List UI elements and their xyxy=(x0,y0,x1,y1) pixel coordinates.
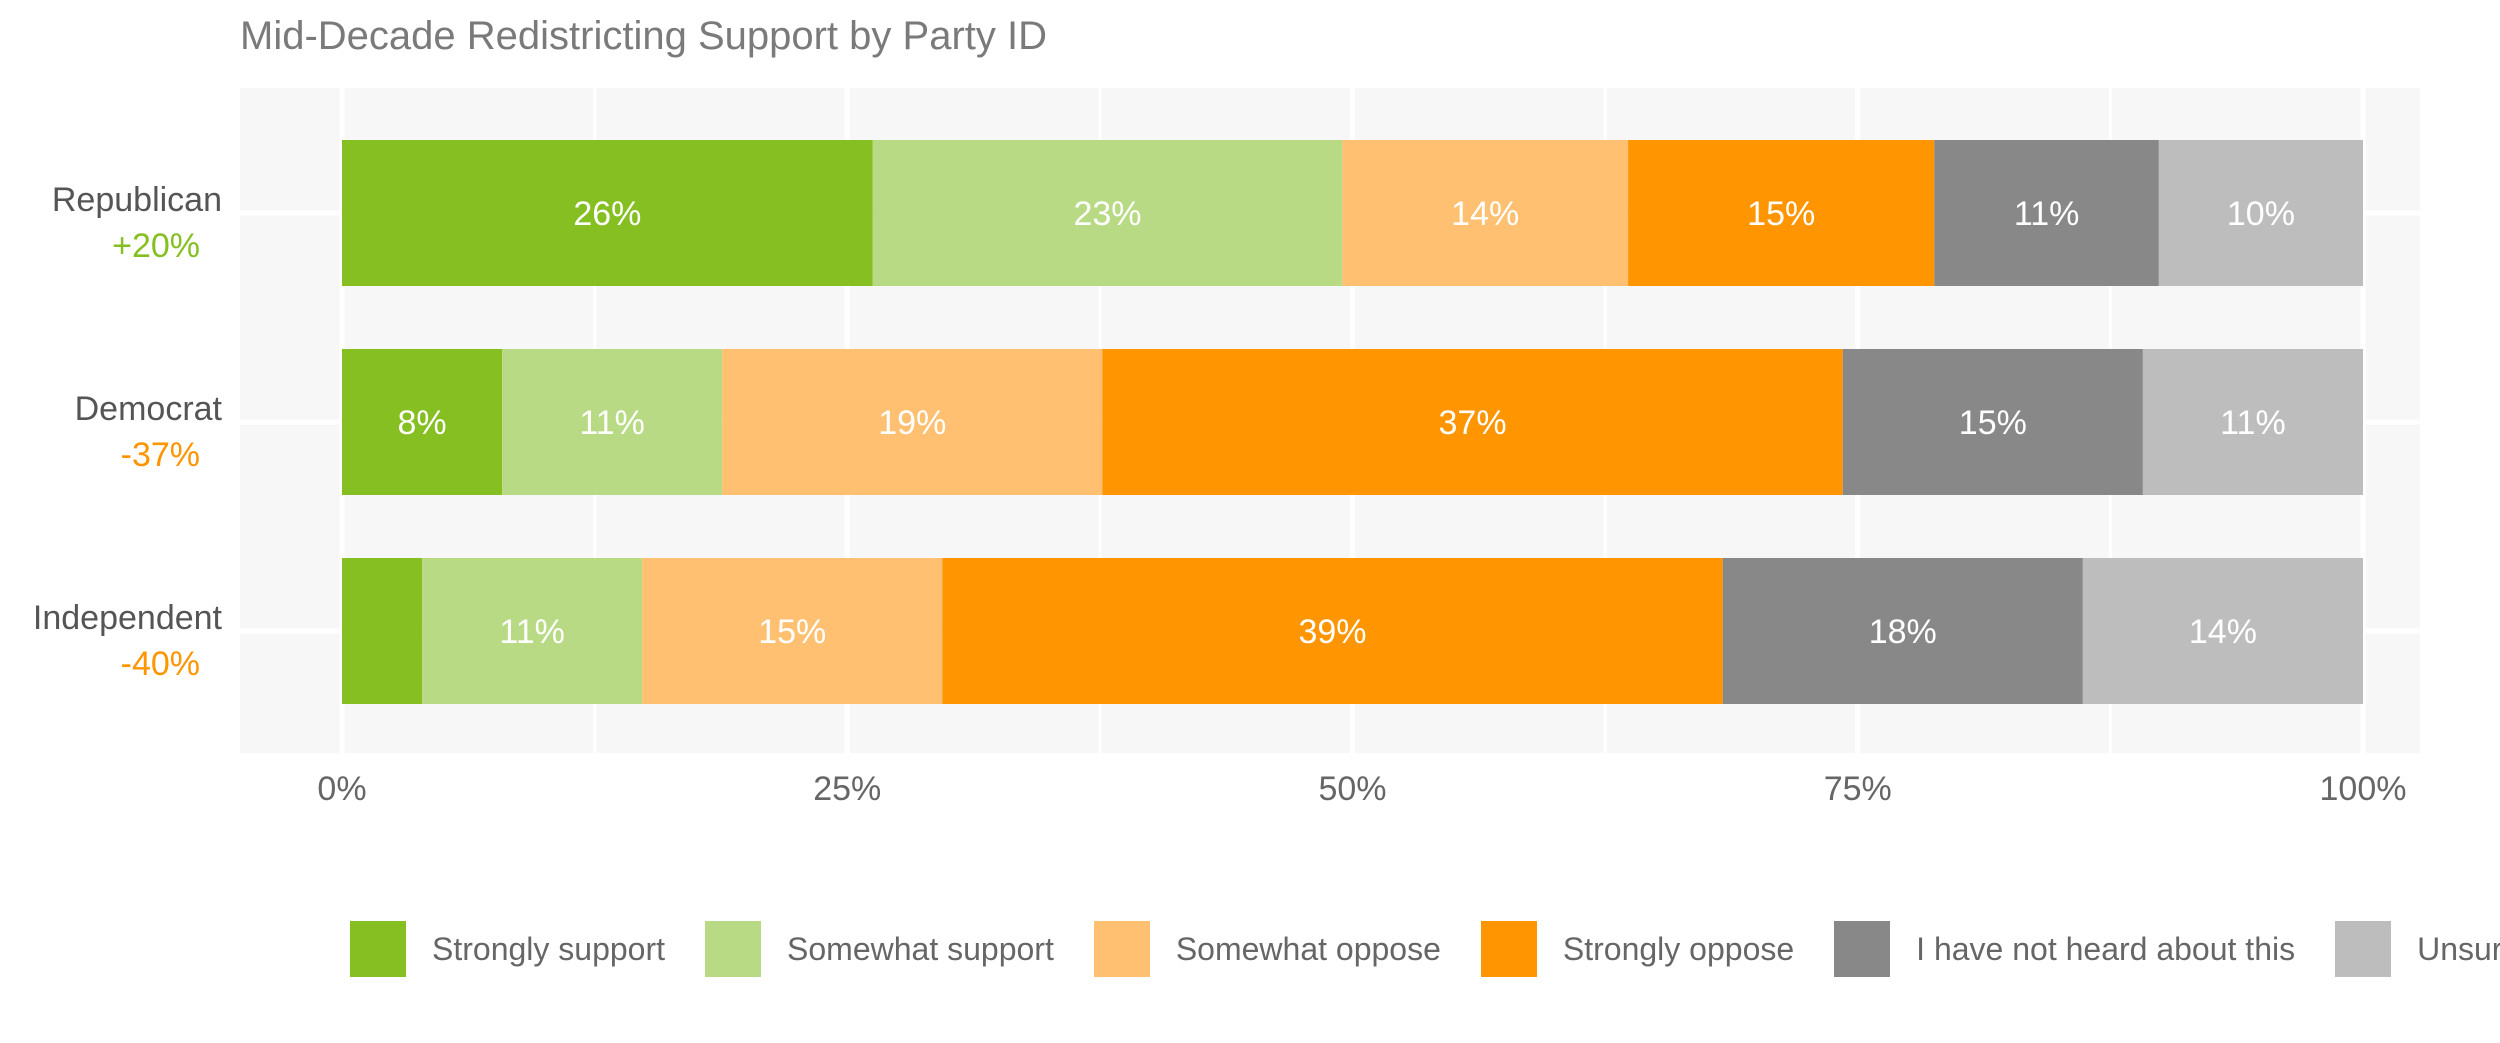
data-label: 39% xyxy=(1298,613,1366,651)
bar-segment xyxy=(2142,349,2363,495)
data-label: 18% xyxy=(1869,613,1937,651)
legend-label: I have not heard about this xyxy=(1916,930,2296,967)
legend-swatch xyxy=(350,921,406,977)
category-label: Democrat xyxy=(75,390,223,428)
bar-segment xyxy=(502,349,723,495)
data-label: 19% xyxy=(878,404,946,442)
data-label: 26% xyxy=(573,195,641,233)
bar-segment xyxy=(872,140,1343,286)
x-tick-label: 100% xyxy=(2320,770,2407,808)
data-label: 14% xyxy=(2189,613,2257,651)
bar-segment xyxy=(342,558,423,704)
data-label: 23% xyxy=(1073,195,1141,233)
bar-segment xyxy=(722,349,1103,495)
data-label: 15% xyxy=(1959,404,2027,442)
legend-item: Somewhat support xyxy=(705,921,1054,977)
net-label: -40% xyxy=(121,645,200,683)
legend-item: Somewhat oppose xyxy=(1093,921,1441,977)
chart-plot: 26% 23% 14% 15% 11% 10% Republican +20% 8% 11% 19%… xyxy=(32,140,2407,808)
data-label: 15% xyxy=(1747,195,1815,233)
chart-title: Mid-Decade Redistricting Support by Part… xyxy=(240,14,1047,58)
legend-label: Unsure xyxy=(2417,930,2500,967)
data-label: 8% xyxy=(397,404,446,442)
legend-item: I have not heard about this xyxy=(1834,921,2295,977)
x-tick-label: 25% xyxy=(813,770,881,808)
data-label: 11% xyxy=(2220,404,2286,442)
bar-segment xyxy=(1842,349,2143,495)
net-label: -37% xyxy=(121,436,200,474)
data-label: 14% xyxy=(1451,195,1519,233)
legend-label: Strongly oppose xyxy=(1562,930,1795,967)
legend-item: Strongly support xyxy=(350,921,665,977)
category-label: Independent xyxy=(33,599,223,637)
bar-segment xyxy=(1934,140,2159,286)
legend-swatch xyxy=(1480,921,1537,977)
bar-segment xyxy=(342,140,873,286)
legend-item: Unsure xyxy=(2335,921,2500,977)
data-label: 11% xyxy=(579,404,645,442)
x-tick-label: 0% xyxy=(317,770,366,808)
bar-segment xyxy=(2082,558,2363,704)
legend-item: Strongly oppose xyxy=(1480,921,1795,977)
bar-segment xyxy=(1102,349,1843,495)
legend-label: Strongly support xyxy=(432,930,666,967)
legend-label: Somewhat oppose xyxy=(1175,930,1441,967)
data-label: 10% xyxy=(2227,195,2295,233)
bar-segment xyxy=(1342,140,1629,286)
legend-swatch xyxy=(2335,921,2392,977)
chart-legend: Strongly support Somewhat support Somewhat… xyxy=(350,920,2500,978)
data-label: 11% xyxy=(2014,195,2080,233)
bar-segment xyxy=(942,558,1723,704)
data-label: 37% xyxy=(1439,404,1507,442)
category-label: Republican xyxy=(52,181,222,219)
x-tick-label: 75% xyxy=(1824,770,1892,808)
legend-swatch xyxy=(705,921,762,977)
bar-segment xyxy=(1722,558,2083,704)
legend-label: Somewhat support xyxy=(787,930,1054,967)
bar-segment xyxy=(342,349,503,495)
bar-segment xyxy=(642,558,943,704)
net-label: +20% xyxy=(112,227,200,265)
x-tick-label: 50% xyxy=(1318,770,1386,808)
data-label: 15% xyxy=(758,613,826,651)
bar-segment xyxy=(1628,140,1935,286)
legend-swatch xyxy=(1093,921,1150,977)
bar-segment xyxy=(422,558,643,704)
legend-swatch xyxy=(1834,921,1891,977)
data-label: 11% xyxy=(499,613,565,651)
bar-segment xyxy=(2158,140,2363,286)
